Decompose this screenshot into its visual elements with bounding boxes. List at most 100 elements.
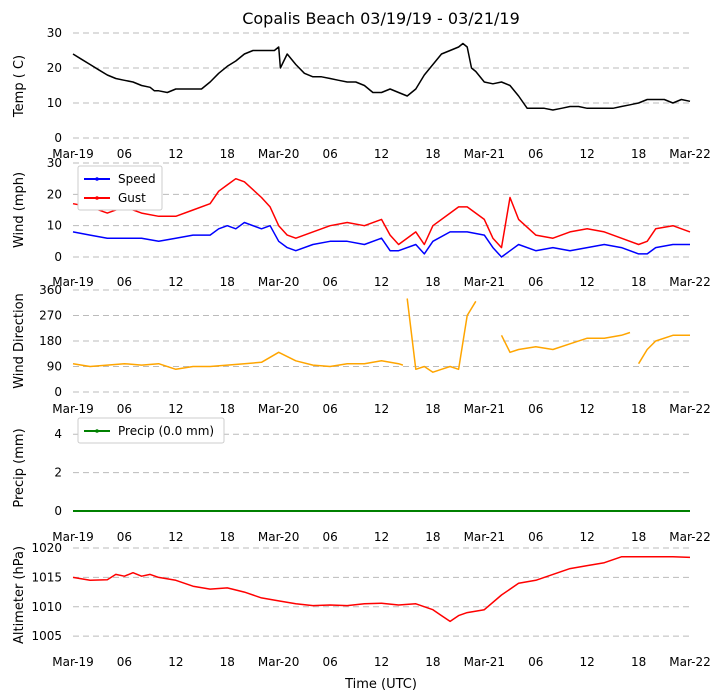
legend-entry: Speed (118, 172, 156, 186)
x-tick-label: 12 (374, 402, 389, 416)
panel-1: 0 10 20 30 Mar-19 06 12 18 Mar-20 06 12 18 Mar-21 06 1… (12, 26, 711, 161)
y-tick-label: 360 (39, 283, 62, 297)
x-tick-label: 12 (580, 530, 595, 544)
panel-5: 1005 1010 1015 1020 Mar-19 06 12 18 Mar-20 06 12 18… (12, 541, 711, 669)
x-tick-label: Mar-22 (669, 402, 710, 416)
x-tick-label: 06 (117, 275, 132, 289)
panel-2: 0 10 20 30 Mar-19 06 12 18 Mar-20 06 12 18 Mar-21 06 1… (12, 156, 711, 289)
x-tick-label: Mar-21 (464, 147, 505, 161)
x-tick-label: 12 (168, 275, 183, 289)
x-tick-label: 12 (374, 275, 389, 289)
y-tick-label: 30 (47, 26, 62, 40)
series-line-temperature (72, 42, 691, 111)
x-tick-label: 12 (580, 147, 595, 161)
x-tick-label: 06 (528, 530, 543, 544)
x-tick-label: Mar-20 (258, 275, 299, 289)
y-axis-label: Altimeter (hPa) (12, 546, 27, 644)
y-tick-label: 1010 (31, 600, 62, 614)
x-tick-label: 12 (168, 402, 183, 416)
series-line-direction (500, 331, 631, 354)
panel-3: 0 90 180 270 360 Mar-19 06 12 18 Mar-20 06 12 18 Mar-… (12, 283, 711, 416)
x-tick-label: 18 (425, 275, 440, 289)
y-tick-label: 1015 (31, 570, 62, 584)
y-tick-label: 0 (54, 131, 62, 145)
chart-title: Copalis Beach 03/19/19 - 03/21/19 (242, 9, 520, 28)
y-tick-label: 2 (54, 466, 62, 480)
y-tick-label: 0 (54, 250, 62, 264)
x-tick-label: 06 (322, 275, 337, 289)
x-tick-label: 18 (220, 530, 235, 544)
x-tick-label: 12 (374, 530, 389, 544)
x-tick-label: Mar-22 (669, 530, 710, 544)
x-tick-label: 06 (117, 530, 132, 544)
y-tick-label: 10 (47, 219, 62, 233)
x-tick-label: 18 (631, 402, 646, 416)
y-tick-label: 1005 (31, 629, 62, 643)
series-line-direction (72, 351, 404, 371)
x-tick-label: 12 (580, 402, 595, 416)
series-line-direction (637, 334, 690, 365)
x-tick-label: Mar-22 (669, 275, 710, 289)
x-axis-label: Time (UTC) (344, 677, 417, 692)
x-tick-label: 18 (425, 530, 440, 544)
x-tick-label: Mar-20 (258, 655, 299, 669)
panel-4: 0 2 4 Mar-19 06 12 18 Mar-20 06 12 18 Mar-21 06 12 18 M… (12, 417, 711, 544)
x-tick-label: 18 (631, 655, 646, 669)
y-tick-label: 180 (39, 334, 62, 348)
y-tick-label: 90 (47, 360, 62, 374)
x-tick-label: Mar-20 (258, 147, 299, 161)
series-line-altimeter (72, 556, 691, 623)
x-tick-label: 18 (220, 147, 235, 161)
legend-marker (95, 429, 99, 433)
legend: Precip (0.0 mm) (77, 417, 225, 444)
x-tick-label: Mar-22 (669, 655, 710, 669)
x-tick-label: 06 (322, 655, 337, 669)
x-tick-label: Mar-21 (464, 275, 505, 289)
x-tick-label: 18 (631, 530, 646, 544)
x-tick-label: 06 (322, 402, 337, 416)
legend-entry: Gust (118, 191, 146, 205)
y-tick-label: 20 (47, 61, 62, 75)
x-tick-label: 12 (374, 147, 389, 161)
x-tick-label: 18 (220, 402, 235, 416)
x-tick-label: 06 (528, 402, 543, 416)
x-tick-label: 18 (631, 147, 646, 161)
y-tick-label: 270 (39, 309, 62, 323)
y-tick-label: 1020 (31, 541, 62, 555)
legend-marker (95, 177, 99, 181)
x-tick-label: 18 (220, 655, 235, 669)
y-axis-label: Wind Direction (12, 293, 27, 389)
x-tick-label: 06 (528, 147, 543, 161)
y-axis-label: Wind (mph) (12, 172, 27, 248)
x-tick-label: 06 (322, 147, 337, 161)
legend-entry: Precip (0.0 mm) (118, 424, 214, 438)
y-tick-label: 0 (54, 385, 62, 399)
x-tick-label: 06 (528, 655, 543, 669)
x-tick-label: Mar-19 (52, 530, 93, 544)
legend-box (77, 417, 225, 444)
x-tick-label: 12 (168, 530, 183, 544)
x-tick-label: 18 (425, 147, 440, 161)
x-tick-label: 18 (220, 275, 235, 289)
x-tick-label: 06 (117, 402, 132, 416)
series-line-speed (72, 221, 690, 258)
x-tick-label: 06 (322, 530, 337, 544)
x-tick-label: Mar-21 (464, 530, 505, 544)
x-tick-label: Mar-19 (52, 402, 93, 416)
x-tick-label: Mar-20 (258, 530, 299, 544)
x-tick-label: 06 (117, 147, 132, 161)
x-tick-label: Mar-20 (258, 402, 299, 416)
y-tick-label: 10 (47, 96, 62, 110)
x-tick-label: 12 (168, 655, 183, 669)
x-tick-label: Mar-22 (669, 147, 710, 161)
x-tick-label: 12 (580, 275, 595, 289)
x-tick-label: 12 (168, 147, 183, 161)
x-tick-label: Mar-19 (52, 275, 93, 289)
series-line-direction (406, 298, 477, 373)
legend-marker (95, 196, 99, 200)
x-tick-label: Mar-21 (464, 402, 505, 416)
y-tick-label: 4 (54, 427, 62, 441)
legend: Speed Gust (77, 165, 163, 211)
